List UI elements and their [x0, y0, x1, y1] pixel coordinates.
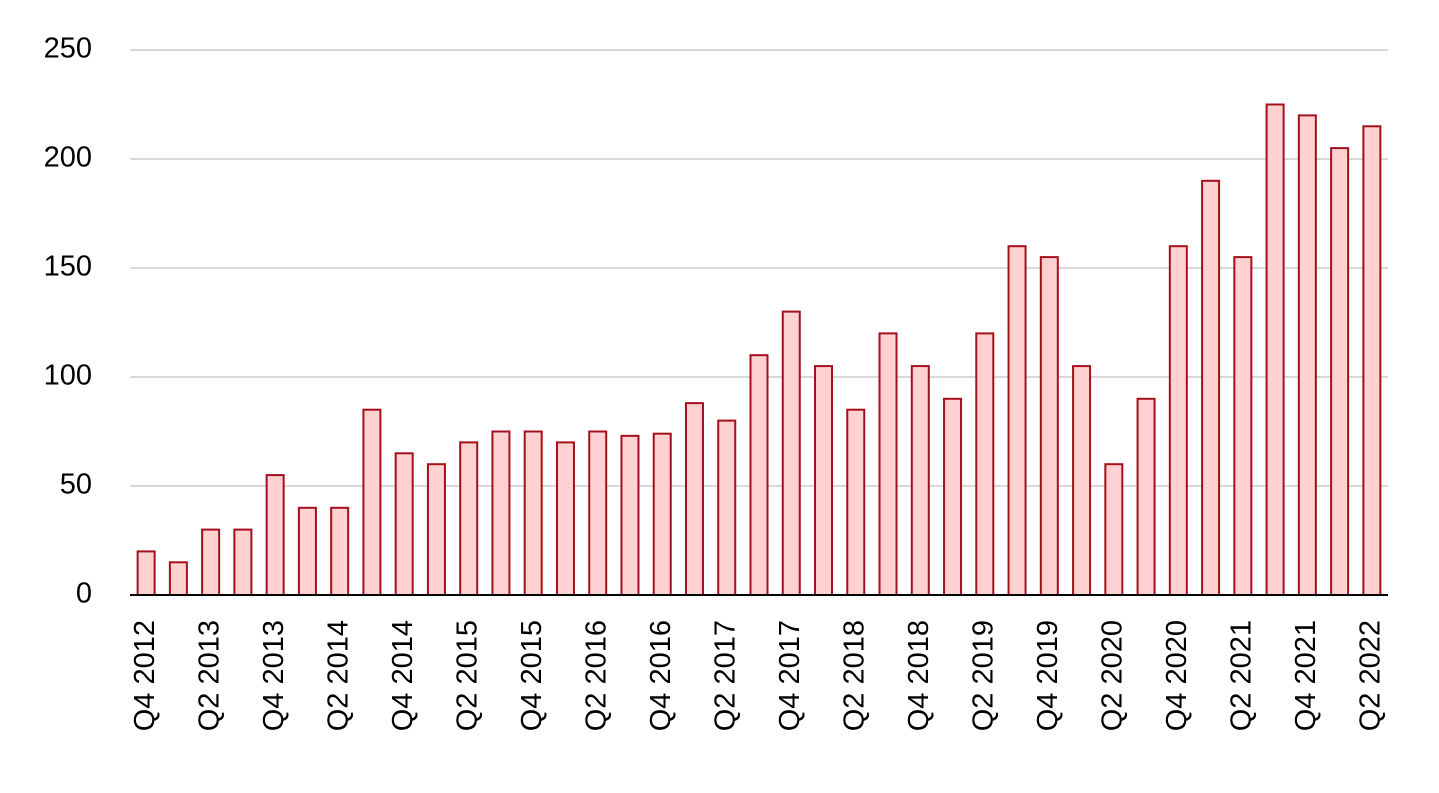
bar — [1265, 103, 1285, 596]
bar — [814, 365, 834, 596]
y-tick-label: 150 — [44, 251, 92, 283]
bar — [1007, 245, 1027, 596]
bar — [588, 430, 608, 596]
y-tick-label: 0 — [76, 578, 92, 610]
bar — [1104, 463, 1124, 597]
bar — [491, 430, 511, 596]
bar — [1330, 147, 1350, 596]
x-tick-label: Q4 2021 — [1290, 620, 1322, 731]
bar — [1168, 245, 1188, 596]
bar — [555, 441, 575, 596]
bar — [684, 402, 704, 596]
x-tick-label: Q2 2020 — [1096, 620, 1128, 731]
bar — [426, 463, 446, 597]
x-tick-label: Q2 2022 — [1355, 620, 1387, 731]
x-tick-label: Q4 2014 — [387, 620, 419, 731]
bar — [1136, 397, 1156, 596]
x-tick-label: Q4 2018 — [903, 620, 935, 731]
bar — [362, 408, 382, 597]
bar — [878, 332, 898, 596]
x-tick-label: Q2 2018 — [838, 620, 870, 731]
y-tick-label: 100 — [44, 360, 92, 392]
bar — [1233, 256, 1253, 596]
bar — [265, 474, 285, 597]
bar — [168, 561, 188, 596]
x-tick-label: Q2 2014 — [322, 620, 354, 731]
bar — [394, 452, 414, 596]
bar — [297, 506, 317, 596]
bar — [233, 528, 253, 596]
x-tick-label: Q4 2013 — [258, 620, 290, 731]
y-tick-label: 50 — [60, 469, 92, 501]
x-tick-label: Q4 2017 — [774, 620, 806, 731]
bar — [846, 408, 866, 597]
bar — [1072, 365, 1092, 596]
x-tick-label: Q4 2015 — [516, 620, 548, 731]
bar — [1201, 179, 1221, 597]
bar — [749, 354, 769, 597]
x-tick-label: Q2 2013 — [193, 620, 225, 731]
bar — [781, 310, 801, 596]
bar — [201, 528, 221, 596]
bar — [652, 432, 672, 596]
bar — [330, 506, 350, 596]
bar — [975, 332, 995, 596]
x-tick-label: Q4 2019 — [1032, 620, 1064, 731]
bar — [459, 441, 479, 596]
x-tick-label: Q2 2019 — [967, 620, 999, 731]
bar — [943, 397, 963, 596]
bar — [717, 419, 737, 596]
x-tick-label: Q2 2021 — [1226, 620, 1258, 731]
bar — [136, 550, 156, 597]
bar — [1039, 256, 1059, 596]
x-tick-label: Q4 2020 — [1161, 620, 1193, 731]
x-tick-label: Q4 2016 — [645, 620, 677, 731]
y-tick-label: 250 — [44, 33, 92, 65]
x-tick-label: Q2 2017 — [709, 620, 741, 731]
x-tick-label: Q4 2012 — [129, 620, 161, 731]
x-tick-label: Q2 2016 — [580, 620, 612, 731]
bar — [1297, 114, 1317, 597]
x-tick-label: Q2 2015 — [451, 620, 483, 731]
bar — [1362, 125, 1382, 597]
bar — [523, 430, 543, 596]
bar — [910, 365, 930, 596]
bar — [620, 434, 640, 596]
y-tick-label: 200 — [44, 142, 92, 174]
